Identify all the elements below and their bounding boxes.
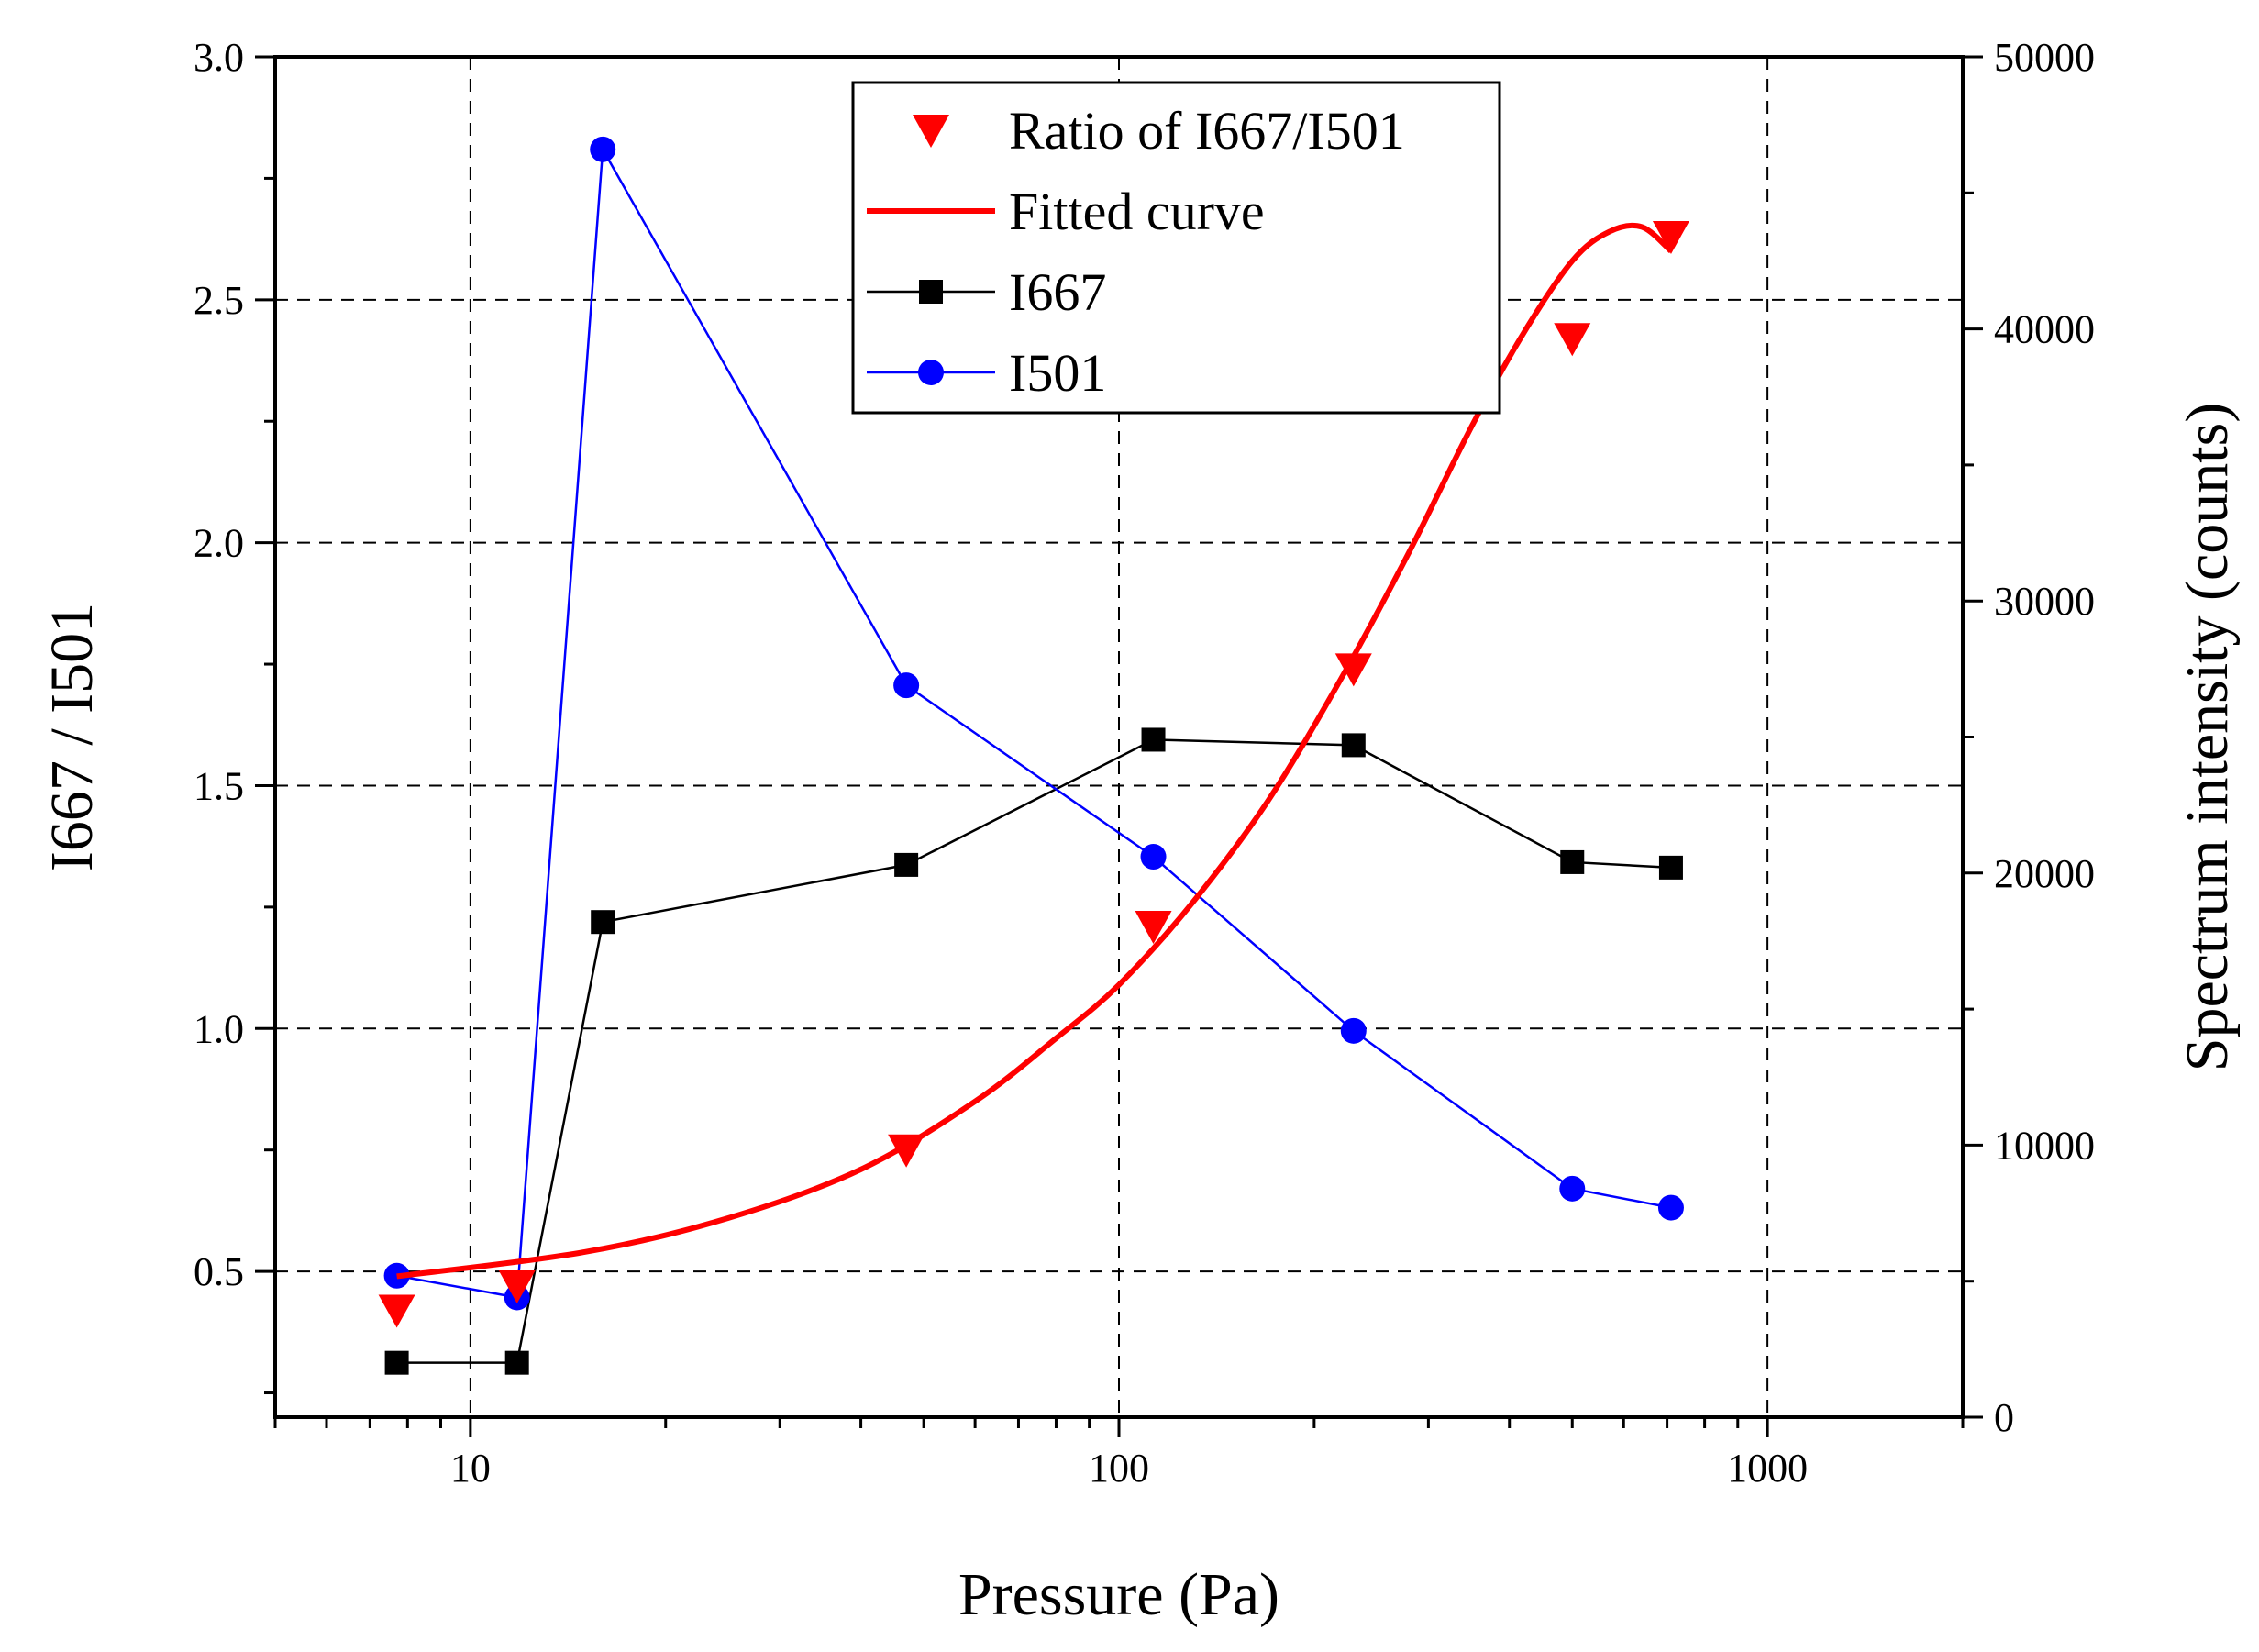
y-right-tick-label: 50000 — [1994, 35, 2095, 80]
i667-point — [591, 910, 615, 935]
legend-label: Ratio of I667/I501 — [1009, 101, 1405, 161]
i501-point — [1657, 1194, 1684, 1221]
legend-marker — [919, 280, 943, 304]
series-layer — [378, 136, 1689, 1375]
ticks: 10 100 1000 0.5 1.0 1.5 2.0 2.5 3.0 0 10000 20000 30… — [194, 35, 2095, 1491]
y-right-tick-label: 30000 — [1994, 579, 2095, 624]
legend-marker — [913, 115, 949, 148]
i667-point — [1341, 733, 1366, 758]
series-ratio — [378, 220, 1689, 1328]
series-i501 — [383, 136, 1684, 1311]
legend-box — [851, 81, 1501, 415]
y-right-axis-title: Spectrum intensity (counts) — [2174, 403, 2241, 1072]
i501-line — [396, 145, 1672, 1299]
ratio-point — [498, 1269, 536, 1303]
i667-point — [1560, 849, 1585, 874]
series-fitted-curve — [396, 222, 1673, 1280]
y-right-tick-label: 40000 — [1994, 307, 2095, 352]
y-right-tick-label: 10000 — [1994, 1123, 2095, 1168]
i667-line — [396, 738, 1672, 1364]
legend-entry-fitted-curve: Fitted curve — [867, 182, 1265, 241]
i667-point — [384, 1350, 409, 1375]
i667-point — [504, 1350, 529, 1375]
i667-point — [894, 852, 919, 877]
i501-point — [1559, 1175, 1586, 1202]
legend: Ratio of I667/I501 Fitted curve I667 I501 — [851, 81, 1501, 415]
ratio-point — [1135, 911, 1172, 945]
x-tick-label: 100 — [1089, 1446, 1149, 1491]
fitted-curve-line — [396, 222, 1673, 1280]
ratio-point — [378, 1294, 415, 1328]
series-i667 — [384, 727, 1683, 1375]
x-tick-label: 1000 — [1727, 1446, 1808, 1491]
i501-point — [893, 672, 920, 699]
i501-point — [1140, 844, 1167, 870]
legend-label: I667 — [1009, 262, 1106, 322]
legend-label: Fitted curve — [1009, 182, 1265, 241]
ratio-point — [1652, 220, 1689, 254]
legend-marker — [918, 360, 944, 385]
legend-entry-ratio: Ratio of I667/I501 — [913, 101, 1405, 161]
x-tick-label: 10 — [450, 1446, 491, 1491]
y-right-tick-label: 20000 — [1994, 851, 2095, 896]
y-left-tick-label: 3.0 — [194, 35, 244, 80]
i501-point — [1340, 1017, 1367, 1044]
i667-point — [1658, 855, 1683, 880]
ratio-point — [1554, 323, 1591, 357]
y-left-axis-title: I667 / I501 — [39, 603, 105, 871]
y-left-tick-label: 2.5 — [194, 278, 244, 323]
i667-point — [1141, 727, 1166, 752]
y-left-tick-label: 0.5 — [194, 1249, 244, 1294]
ratio-point — [888, 1134, 925, 1168]
x-axis-title: Pressure (Pa) — [958, 1561, 1279, 1628]
i501-point — [590, 136, 616, 162]
ratio-point — [1334, 653, 1372, 687]
legend-label: I501 — [1009, 343, 1106, 403]
y-right-tick-label: 0 — [1994, 1395, 2014, 1440]
y-left-tick-label: 1.0 — [194, 1006, 244, 1051]
legend-entry-i667: I667 — [867, 262, 1106, 322]
y-left-tick-label: 1.5 — [194, 763, 244, 808]
y-left-tick-label: 2.0 — [194, 521, 244, 566]
legend-entry-i501: I501 — [867, 343, 1106, 403]
